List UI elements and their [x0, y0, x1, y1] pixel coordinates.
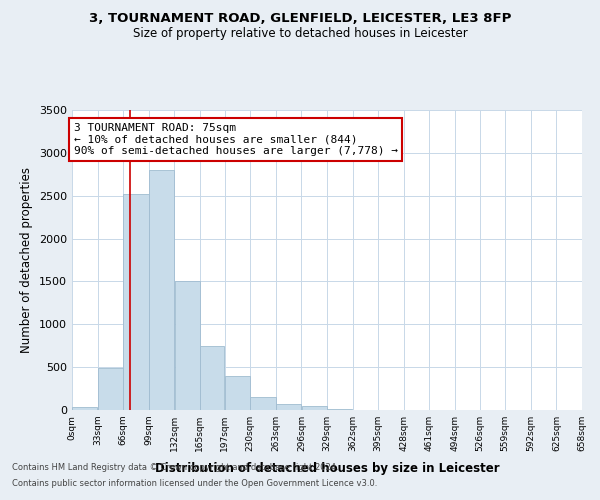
Bar [250, 396, 275, 410]
Bar [200, 346, 224, 410]
Text: 3 TOURNAMENT ROAD: 75sqm
← 10% of detached houses are smaller (844)
90% of semi-: 3 TOURNAMENT ROAD: 75sqm ← 10% of detach… [74, 123, 398, 156]
Bar [72, 408, 97, 410]
Text: Contains HM Land Registry data © Crown copyright and database right 2024.: Contains HM Land Registry data © Crown c… [12, 464, 338, 472]
Bar [98, 368, 123, 410]
Text: Size of property relative to detached houses in Leicester: Size of property relative to detached ho… [133, 28, 467, 40]
Bar [124, 194, 149, 410]
Bar [302, 406, 327, 410]
Bar [149, 170, 174, 410]
Y-axis label: Number of detached properties: Number of detached properties [20, 167, 34, 353]
Bar [225, 376, 250, 410]
Bar [276, 404, 301, 410]
Text: Contains public sector information licensed under the Open Government Licence v3: Contains public sector information licen… [12, 478, 377, 488]
Bar [327, 409, 352, 410]
Text: 3, TOURNAMENT ROAD, GLENFIELD, LEICESTER, LE3 8FP: 3, TOURNAMENT ROAD, GLENFIELD, LEICESTER… [89, 12, 511, 26]
X-axis label: Distribution of detached houses by size in Leicester: Distribution of detached houses by size … [155, 462, 499, 475]
Bar [175, 280, 200, 410]
